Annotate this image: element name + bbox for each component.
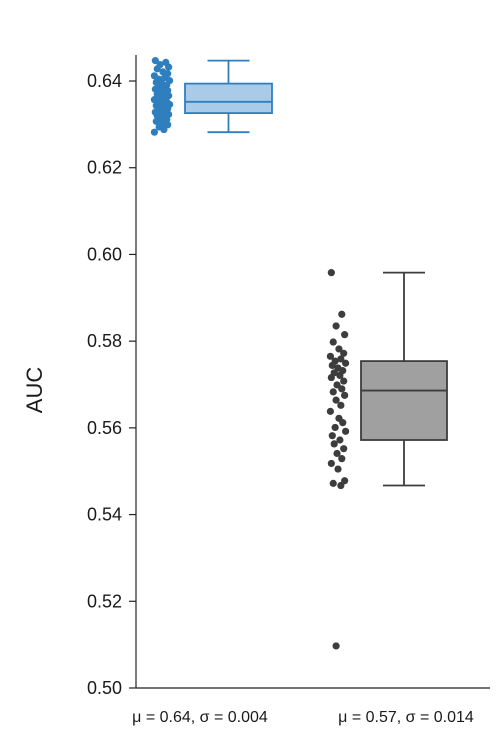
data-point	[328, 361, 336, 370]
data-point	[337, 355, 345, 363]
data-point	[152, 117, 160, 125]
box-iqr	[184, 82, 273, 114]
y-tick-label: 0.54	[87, 505, 122, 525]
data-point	[151, 57, 159, 65]
data-point	[342, 359, 350, 367]
category-label: μ = 0.57, σ = 0.014	[338, 709, 474, 726]
y-tick-label: 0.58	[87, 331, 122, 351]
data-point	[335, 345, 343, 353]
data-point	[150, 128, 158, 136]
data-point	[327, 373, 335, 382]
data-point	[327, 269, 335, 277]
box-iqr	[360, 360, 448, 441]
data-point	[333, 381, 341, 389]
data-point	[338, 455, 346, 463]
y-tick-label: 0.52	[87, 591, 122, 611]
data-point	[340, 377, 348, 385]
series-2: μ = 0.57, σ = 0.014	[326, 269, 474, 726]
y-axis-label: AUC	[22, 367, 47, 414]
data-point	[165, 63, 173, 71]
data-point	[334, 465, 342, 473]
data-point	[339, 419, 347, 427]
data-point	[342, 427, 350, 435]
y-tick-label: 0.64	[87, 71, 122, 91]
data-point	[338, 385, 346, 393]
data-point	[328, 432, 336, 440]
data-point	[333, 449, 341, 458]
data-point	[337, 401, 345, 409]
data-point	[332, 322, 340, 330]
y-tick-label: 0.50	[87, 678, 122, 698]
data-point	[331, 423, 339, 432]
series-group: μ = 0.64, σ = 0.004 μ = 0.57, σ = 0.014	[132, 57, 474, 726]
y-tick-label: 0.56	[87, 418, 122, 438]
series-1: μ = 0.64, σ = 0.004	[132, 57, 273, 726]
data-point	[326, 407, 334, 415]
data-point	[336, 371, 344, 380]
data-point	[329, 338, 337, 346]
y-tick-label: 0.60	[87, 244, 122, 264]
data-point	[330, 440, 338, 448]
data-point	[327, 459, 335, 468]
data-point	[160, 125, 168, 134]
data-point	[341, 331, 349, 339]
data-point	[336, 436, 344, 444]
data-point	[153, 65, 161, 73]
data-point	[329, 479, 337, 487]
axes: 0.50 0.52 0.54 0.56 0.58 0.60 0.62 0.64	[87, 55, 490, 698]
data-point	[338, 310, 346, 318]
data-point	[326, 352, 334, 360]
data-point	[340, 445, 348, 453]
y-tick-label: 0.62	[87, 158, 122, 178]
data-point	[337, 481, 345, 490]
data-point	[329, 388, 337, 396]
data-point	[332, 642, 340, 650]
data-point	[332, 396, 340, 404]
data-point	[341, 391, 349, 399]
data-point	[340, 349, 348, 357]
category-label: μ = 0.64, σ = 0.004	[132, 709, 268, 726]
